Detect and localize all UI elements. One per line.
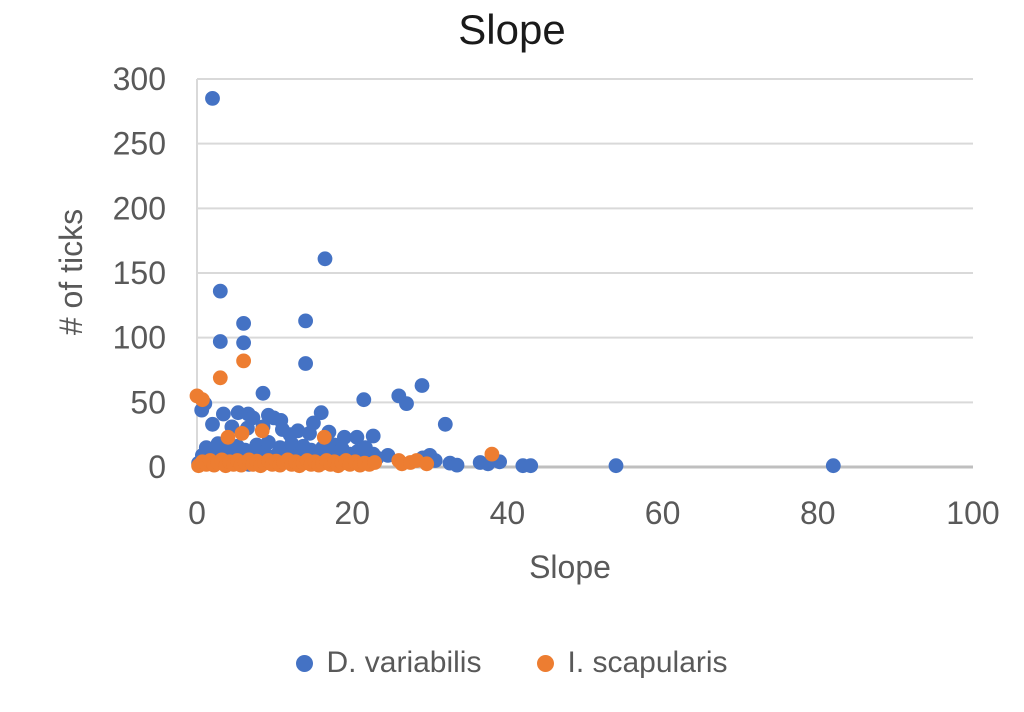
legend-marker-blue-icon [296, 654, 314, 672]
legend-item-d-variabilis[interactable]: D. variabilis [296, 646, 481, 680]
x-tick-label-60: 60 [645, 495, 681, 531]
data-point-d-variabilis [414, 378, 430, 393]
data-point-d-variabilis [356, 392, 372, 408]
data-point-d-variabilis [298, 356, 313, 371]
data-point-d-variabilis [205, 416, 220, 432]
chart-title: Slope [458, 6, 566, 53]
legend-label: I. scapularis [567, 646, 728, 679]
data-point-i-scapularis [419, 456, 435, 472]
x-tick-label-0: 0 [188, 495, 206, 531]
x-tick-label-80: 80 [800, 495, 836, 531]
y-tick-label-300: 300 [113, 61, 166, 97]
data-point-i-scapularis [212, 370, 228, 386]
data-point-d-variabilis [399, 396, 414, 411]
data-point-i-scapularis [367, 455, 383, 470]
data-point-i-scapularis [234, 426, 250, 441]
series-i-scapularis [189, 353, 500, 474]
data-point-d-variabilis [365, 428, 381, 444]
data-point-d-variabilis [298, 313, 313, 329]
y-tick-label-50: 50 [130, 384, 166, 420]
y-tick-label-150: 150 [113, 255, 166, 291]
data-point-i-scapularis [316, 429, 332, 445]
legend-item-i-scapularis[interactable]: I. scapularis [537, 646, 728, 680]
data-point-i-scapularis [484, 446, 500, 462]
data-point-d-variabilis [349, 429, 365, 445]
data-point-i-scapularis [195, 392, 210, 408]
y-tick-label-250: 250 [113, 126, 166, 162]
data-point-d-variabilis [212, 283, 228, 299]
data-point-d-variabilis [255, 385, 271, 401]
legend-label: D. variabilis [326, 646, 482, 679]
data-point-d-variabilis [437, 416, 453, 432]
data-point-d-variabilis [261, 435, 276, 450]
data-point-d-variabilis [284, 436, 300, 452]
data-point-d-variabilis [302, 426, 317, 441]
series-d-variabilis [191, 91, 841, 474]
x-tick-label-100: 100 [946, 495, 999, 531]
data-point-d-variabilis [337, 429, 352, 445]
y-tick-label-0: 0 [148, 449, 166, 485]
data-point-d-variabilis [313, 405, 329, 421]
y-axis-tick-labels: 0 50 100 150 200 250 300 [113, 61, 166, 485]
data-point-d-variabilis [216, 406, 231, 422]
data-point-d-variabilis [236, 335, 252, 351]
data-point-d-variabilis [825, 458, 841, 474]
x-tick-label-40: 40 [490, 495, 526, 531]
data-point-d-variabilis [212, 334, 228, 349]
y-axis-title: # of ticks [53, 209, 89, 335]
data-point-d-variabilis [317, 251, 333, 267]
data-point-i-scapularis [254, 423, 270, 439]
x-axis-tick-labels: 0 20 40 60 80 100 [188, 495, 1000, 531]
scatter-plot: 0 50 100 150 200 250 300 0 20 40 60 80 100 Slope # … [53, 61, 1000, 585]
data-point-d-variabilis [608, 458, 624, 474]
data-point-d-variabilis [449, 457, 465, 473]
data-point-i-scapularis [220, 429, 236, 445]
gridlines [197, 78, 973, 404]
data-point-d-variabilis [523, 458, 539, 474]
y-tick-label-200: 200 [113, 190, 166, 226]
y-tick-label-100: 100 [113, 320, 166, 356]
data-point-d-variabilis [236, 316, 252, 331]
legend: D. variabilis I. scapularis [0, 646, 1024, 680]
x-axis-title: Slope [529, 549, 611, 585]
data-point-d-variabilis [205, 91, 220, 106]
x-tick-label-20: 20 [334, 495, 370, 531]
data-point-i-scapularis [236, 353, 252, 369]
legend-marker-orange-icon [537, 654, 555, 672]
